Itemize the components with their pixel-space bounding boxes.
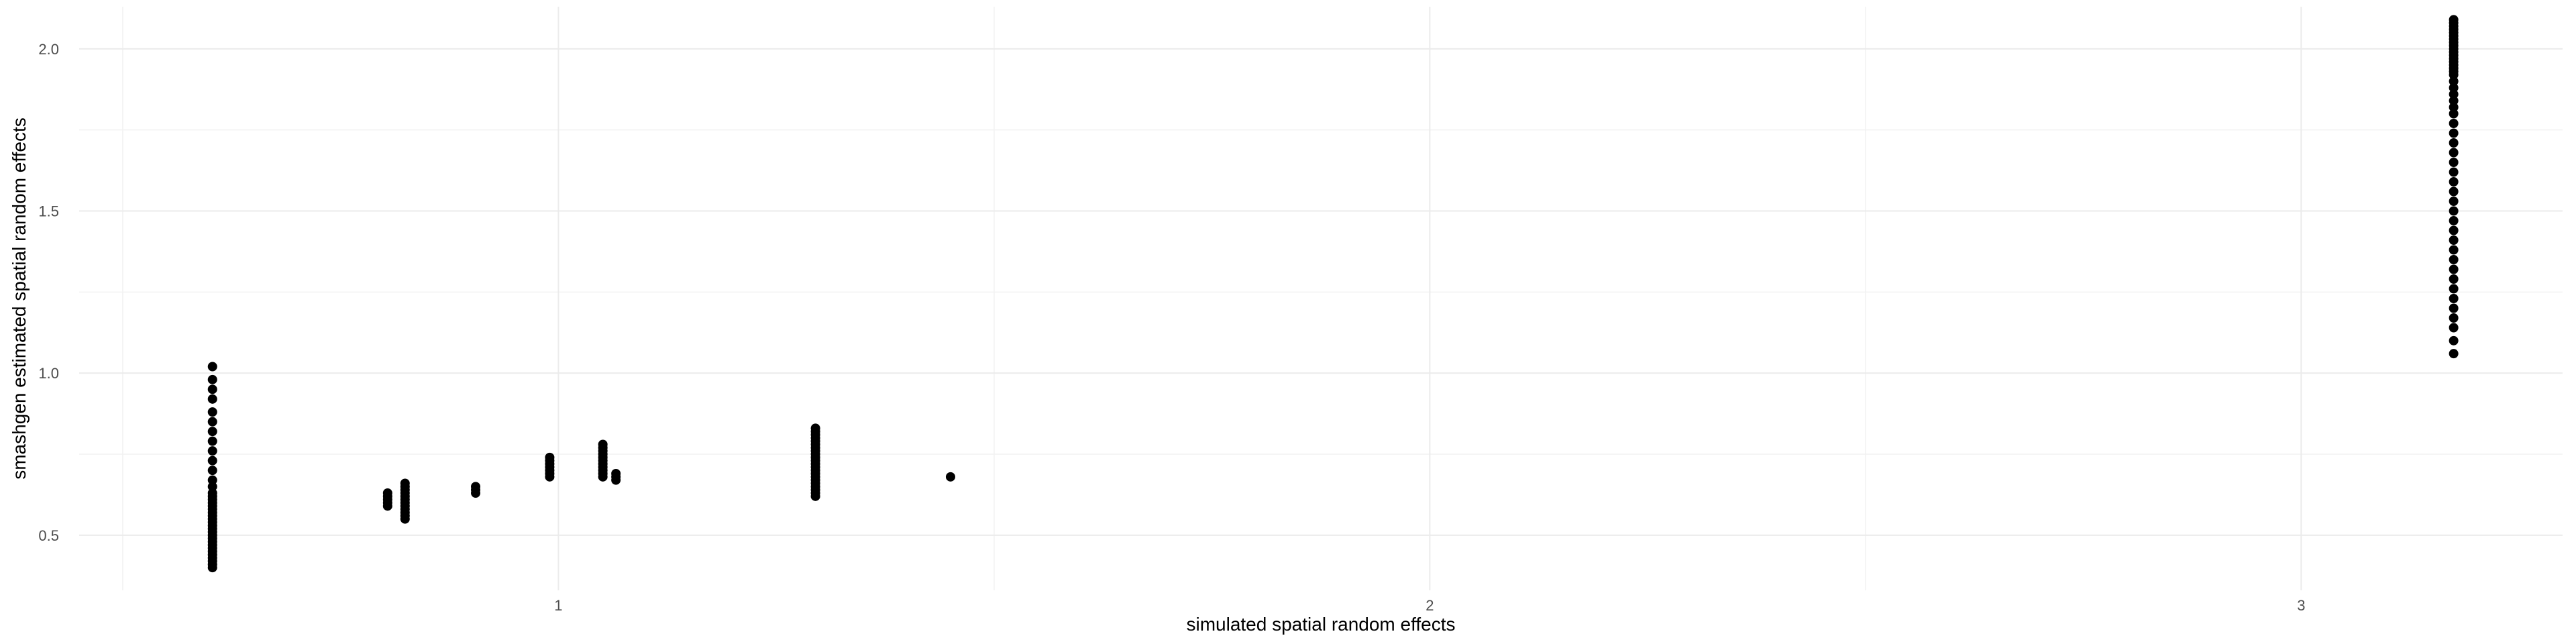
y-axis-title: smashgen estimated spatial random effect… <box>9 117 30 480</box>
y-tick-label: 1.5 <box>38 203 59 220</box>
scatter-point <box>207 488 217 498</box>
scatter-point <box>2449 216 2459 225</box>
x-tick-label: 1 <box>554 597 562 614</box>
y-tick-label: 1.0 <box>38 365 59 382</box>
scatter-point <box>2449 349 2459 359</box>
scatter-point <box>2449 158 2459 167</box>
scatter-point <box>810 423 820 433</box>
scatter-point <box>207 427 217 437</box>
scatter-point <box>611 469 621 478</box>
scatter-point <box>2449 323 2459 333</box>
scatter-point <box>2449 294 2459 303</box>
scatter-point <box>2449 264 2459 274</box>
x-tick-label: 3 <box>2297 597 2305 614</box>
x-tick-label: 2 <box>1426 597 1434 614</box>
scatter-point <box>207 417 217 427</box>
scatter-point <box>2449 148 2459 158</box>
scatter-point <box>945 472 955 482</box>
scatter-point <box>2449 83 2459 93</box>
minor-gridlines <box>79 7 2563 590</box>
scatter-point <box>2449 255 2459 264</box>
scatter-point <box>2449 138 2459 148</box>
scatter-point <box>207 407 217 417</box>
scatter-point <box>2449 197 2459 206</box>
x-tick-labels: 1 2 3 <box>554 597 2305 614</box>
scatter-point <box>207 394 217 404</box>
scatter-point <box>2449 235 2459 245</box>
data-points <box>207 15 2459 573</box>
y-tick-labels: 0.5 1.0 1.5 2.0 <box>38 41 59 544</box>
scatter-point <box>2449 109 2459 119</box>
scatter-point <box>2449 177 2459 186</box>
scatter-point <box>2449 96 2459 106</box>
scatter-point <box>207 446 217 456</box>
y-tick-label: 2.0 <box>38 41 59 58</box>
scatter-point <box>471 482 481 492</box>
scatter-point <box>2449 15 2459 25</box>
scatter-point <box>2449 102 2459 112</box>
scatter-point <box>207 455 217 466</box>
scatter-point <box>207 466 217 476</box>
scatter-point <box>400 478 410 488</box>
y-tick-label: 0.5 <box>38 527 59 544</box>
scatter-point <box>2449 186 2459 197</box>
scatter-point <box>2449 335 2459 345</box>
scatter-point <box>2449 284 2459 294</box>
scatter-point <box>207 384 217 394</box>
scatter-point <box>2449 245 2459 255</box>
scatter-point <box>2449 128 2459 138</box>
scatter-point <box>2449 303 2459 313</box>
scatter-point <box>545 452 555 462</box>
scatter-point <box>2449 89 2459 99</box>
scatter-point <box>207 482 217 492</box>
scatter-point <box>382 488 392 498</box>
scatter-point <box>207 475 217 485</box>
scatter-point <box>2449 225 2459 235</box>
scatter-point <box>2449 76 2459 87</box>
scatter-point <box>207 436 217 446</box>
scatter-point <box>207 362 217 372</box>
scatter-point <box>2449 274 2459 284</box>
scatter-point <box>2449 119 2459 128</box>
scatter-point <box>2449 167 2459 177</box>
scatter-point <box>207 374 217 384</box>
scatter-point <box>2449 206 2459 216</box>
scatter-point <box>2449 313 2459 323</box>
x-axis-title: simulated spatial random effects <box>1186 614 1455 635</box>
scatter-point <box>598 439 608 449</box>
major-gridlines <box>79 7 2563 590</box>
